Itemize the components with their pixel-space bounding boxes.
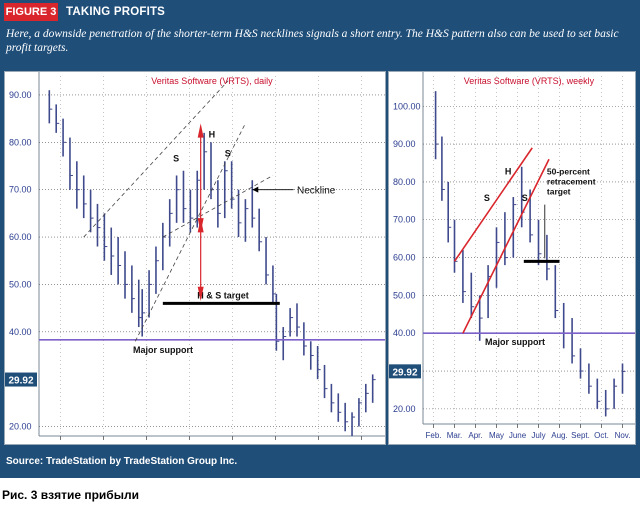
y-tick-label: 60.00 <box>9 232 32 242</box>
figure-label: FIGURE 3 <box>4 3 58 21</box>
left-shoulder-label: S <box>484 193 490 203</box>
figure-title: TAKING PROFITS <box>66 6 166 18</box>
daily-chart-panel: 90.00 80.00 70.00 60.00 50.00 40.00 20.00 Mar. A… <box>4 71 386 452</box>
y-tick-label: 60.00 <box>393 253 416 263</box>
x-tick-label: Aug. <box>267 443 283 444</box>
channel-lower-line <box>134 123 246 342</box>
chart-title: Veritas Software (VRTS), daily <box>151 76 273 86</box>
x-tick-label: Feb. <box>425 431 441 440</box>
y-tick-label: 20.00 <box>9 422 32 432</box>
target-arrow-down <box>197 286 204 301</box>
last-price-label: 29.92 <box>392 367 417 378</box>
y-tick-label: 50.00 <box>9 279 32 289</box>
y-tick-label: 80.00 <box>9 137 32 147</box>
x-tick-label: Mar. <box>447 431 463 440</box>
y-tick-label: 40.00 <box>393 328 416 338</box>
lower-trend-line <box>462 158 550 334</box>
left-shoulder-label: S <box>173 153 179 163</box>
x-tick-label: July <box>531 431 545 440</box>
major-support-label: Major support <box>133 345 193 355</box>
last-price-label: 29.92 <box>8 376 33 387</box>
x-tick-label: Aug. <box>551 431 567 440</box>
hs-target-label: H & S target <box>197 290 249 300</box>
retracement-label: retracement <box>547 176 596 186</box>
figure-caption: Here, a downside penetration of the shor… <box>6 28 619 54</box>
y-tick-label: 100.00 <box>393 101 421 111</box>
x-tick-label: June <box>181 443 199 444</box>
chart-title: Veritas Software (VRTS), weekly <box>464 76 595 86</box>
x-tick-label: July <box>225 443 239 444</box>
weekly-chart: 100.0090.0080.0070.0060.0050.0040.0030.0… <box>389 72 635 440</box>
y-tick-label: 20.00 <box>393 404 416 414</box>
neckline-arrow-head <box>252 186 259 193</box>
y-tick-label: 90.00 <box>9 90 32 100</box>
head-label: H <box>505 166 512 176</box>
x-tick-label: Apr. <box>96 443 110 444</box>
target-arrow-up <box>197 218 204 233</box>
y-tick-label: 80.00 <box>393 177 416 187</box>
y-tick-label: 40.00 <box>9 327 32 337</box>
x-tick-label: Sept. <box>309 443 328 444</box>
neckline-label: Neckline <box>297 186 336 197</box>
x-tick-label: Mar. <box>53 443 69 444</box>
right-shoulder-label: S <box>522 193 528 203</box>
figure-source: Source: TradeStation by TradeStation Gro… <box>6 456 238 467</box>
major-support-label: Major support <box>485 337 545 347</box>
last-price-box <box>389 364 421 379</box>
y-tick-label: 70.00 <box>9 185 32 195</box>
daily-chart: 90.00 80.00 70.00 60.00 50.00 40.00 20.00 Mar. A… <box>5 72 385 452</box>
x-tick-label: Nov. <box>615 431 631 440</box>
head-arrow-up <box>197 123 204 138</box>
x-tick-label: May <box>489 431 504 440</box>
right-shoulder-label: S <box>225 149 231 159</box>
x-tick-label: June <box>509 431 527 440</box>
last-price-box <box>5 372 37 387</box>
x-tick-label: Oct. <box>594 431 609 440</box>
upper-trend-line <box>453 147 533 262</box>
retracement-label: 50-percent <box>547 166 590 176</box>
neckline-line <box>162 175 274 238</box>
retracement-label: target <box>547 186 571 196</box>
x-tick-label: Oct. <box>354 443 369 444</box>
x-tick-label: Apr. <box>468 431 482 440</box>
x-tick-label: May <box>139 443 154 444</box>
y-tick-label: 90.00 <box>393 139 416 149</box>
figure-frame: FIGURE 3 TAKING PROFITS Here, a downside… <box>0 0 640 478</box>
y-tick-label: 50.00 <box>393 290 416 300</box>
figure-subcaption: Рис. 3 взятие прибыли <box>2 488 139 502</box>
x-tick-label: Sept. <box>571 431 590 440</box>
y-tick-label: 70.00 <box>393 215 416 225</box>
figure-header: FIGURE 3 TAKING PROFITS <box>4 3 636 21</box>
channel-upper-line <box>83 80 229 238</box>
weekly-chart-panel: 100.0090.0080.0070.0060.0050.0040.0030.0… <box>388 71 636 445</box>
head-label: H <box>209 130 216 140</box>
